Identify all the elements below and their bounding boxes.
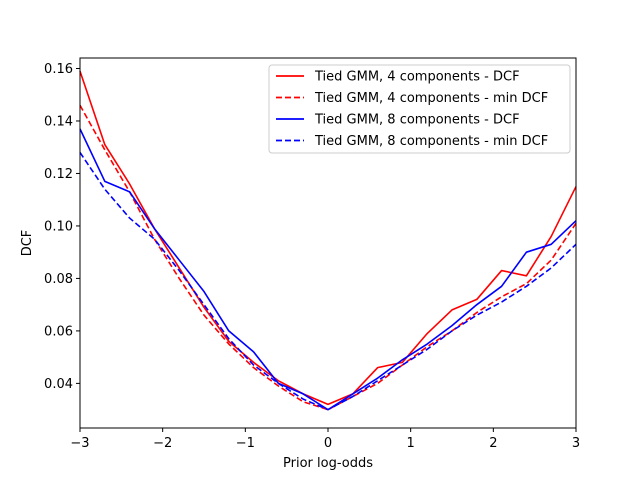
x-axis-label: Prior log-odds [283,456,373,471]
y-tick-label: 0.16 [44,62,73,77]
x-tick-label: 2 [489,436,497,451]
x-axis: −3 −2 −1 0 1 2 3 [70,428,580,451]
y-tick-label: 0.10 [44,219,73,234]
x-tick-label: 3 [572,436,580,451]
y-axis-label: DCF [20,230,35,257]
legend-box [268,64,571,154]
x-tick-label: −2 [153,436,172,451]
legend-label-1: Tied GMM, 4 components - DCF [314,70,520,85]
y-tick-label: 0.06 [44,324,73,339]
legend-label-4: Tied GMM, 8 components - min DCF [314,134,548,149]
series-line-4 [79,152,577,411]
x-tick-label: −1 [236,436,255,451]
x-tick-label: −3 [70,436,89,451]
legend-label-3: Tied GMM, 8 components - DCF [314,113,520,128]
legend: Tied GMM, 4 components - DCF Tied GMM, 4 … [268,64,571,154]
y-axis: 0.04 0.06 0.08 0.10 0.12 0.14 0.16 [44,62,80,392]
y-tick-label: 0.12 [44,167,73,182]
series-line-1 [79,70,577,406]
y-tick-label: 0.04 [44,377,73,392]
y-tick-label: 0.14 [44,114,73,129]
legend-label-2: Tied GMM, 4 components - min DCF [314,91,548,106]
series-layer [79,70,577,411]
x-tick-label: 0 [324,436,332,451]
y-tick-label: 0.08 [44,272,73,287]
x-tick-label: 1 [407,436,415,451]
